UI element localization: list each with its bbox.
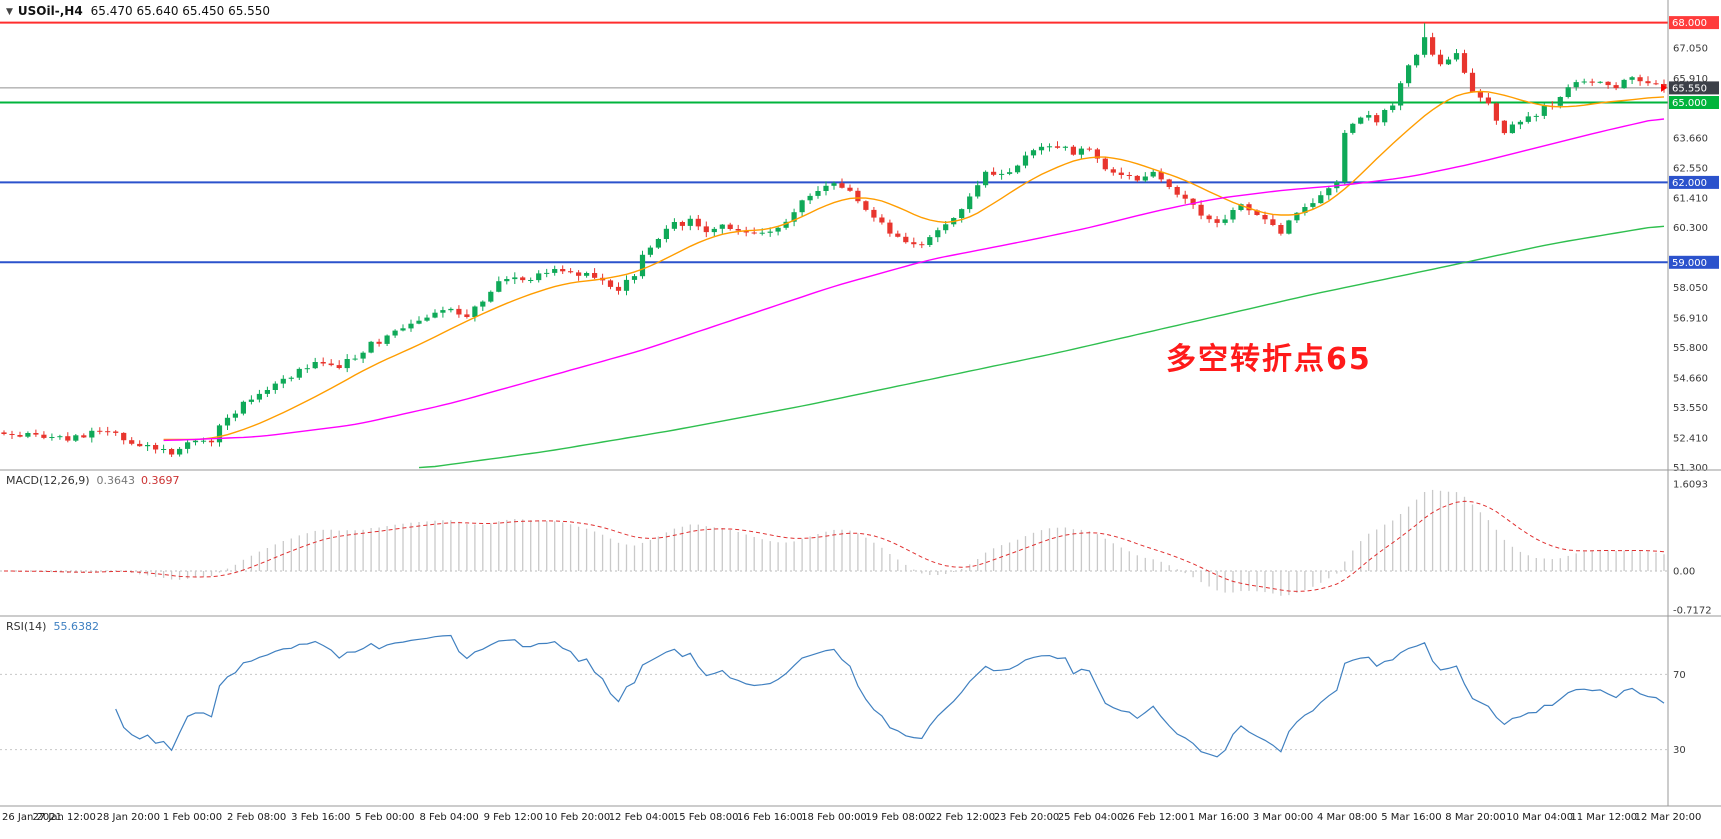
macd-axis: 1.6093 0.00 -0.7172 <box>1673 480 1712 617</box>
price-tick-label: 67.050 <box>1673 43 1708 54</box>
macd-main-value: 0.3643 <box>96 474 136 487</box>
macd-tick-label: 0.00 <box>1673 567 1695 578</box>
rsi-indicator-label: RSI(14) 55.6382 <box>6 620 99 633</box>
chart-shift-icon[interactable]: ▼ <box>6 7 13 17</box>
time-label: 10 Feb 20:00 <box>545 812 611 823</box>
price-badge-text: 62.000 <box>1672 178 1707 189</box>
price-tick-label: 60.300 <box>1673 223 1708 234</box>
time-label: 3 Mar 00:00 <box>1253 812 1313 823</box>
candlestick-series[interactable] <box>1 23 1667 457</box>
time-label: 5 Feb 00:00 <box>355 812 414 823</box>
time-label: 12 Feb 04:00 <box>609 812 675 823</box>
price-tick-label: 65.910 <box>1673 74 1708 85</box>
time-label: 19 Feb 08:00 <box>865 812 931 823</box>
rsi-value: 55.6382 <box>53 620 99 633</box>
chart-annotation[interactable]: 多空转折点65 <box>1166 342 1372 377</box>
time-label: 3 Feb 16:00 <box>291 812 350 823</box>
price-tick-label: 54.660 <box>1673 373 1708 384</box>
price-tick-label: 51.300 <box>1673 463 1708 474</box>
time-label: 9 Feb 12:00 <box>484 812 543 823</box>
price-tick-label: 63.660 <box>1673 134 1708 145</box>
chart-title: ▼ USOil-,H4 65.470 65.640 65.450 65.550 <box>6 4 270 18</box>
time-label: 1 Feb 00:00 <box>163 812 222 823</box>
time-label: 25 Feb 04:00 <box>1058 812 1124 823</box>
rsi-tick-label: 70 <box>1673 670 1686 681</box>
price-axis: 67.050 65.910 63.660 62.550 61.410 60.300 58.0… <box>1669 16 1719 474</box>
macd-tick-label: -0.7172 <box>1673 605 1712 616</box>
time-label: 10 Mar 04:00 <box>1506 812 1573 823</box>
price-badge-65.550 <box>1669 81 1719 95</box>
price-badge-68.000 <box>1669 16 1719 30</box>
ma-slow-line[interactable] <box>418 225 1665 469</box>
rsi-tick-label: 30 <box>1673 745 1686 756</box>
price-tick-label: 61.410 <box>1673 194 1708 205</box>
macd-signal-value: 0.3697 <box>141 474 180 487</box>
macd-histogram <box>11 489 1665 596</box>
time-label: 4 Mar 08:00 <box>1317 812 1377 823</box>
time-label: 5 Mar 16:00 <box>1381 812 1441 823</box>
ma-mid-line[interactable] <box>163 118 1665 442</box>
time-label: 27 Jan 12:00 <box>33 812 96 823</box>
ma-fast-line[interactable] <box>163 90 1665 441</box>
time-label: 15 Feb 08:00 <box>673 812 739 823</box>
time-label: 8 Mar 20:00 <box>1445 812 1505 823</box>
time-label: 8 Feb 04:00 <box>419 812 478 823</box>
moving-averages <box>163 90 1665 469</box>
macd-signal-line <box>4 500 1665 592</box>
price-tick-label: 58.050 <box>1673 283 1708 294</box>
price-tick-label: 53.550 <box>1673 403 1708 414</box>
price-tick-label: 55.800 <box>1673 343 1708 354</box>
time-label: 11 Mar 12:00 <box>1570 812 1637 823</box>
ohlc-values: 65.470 65.640 65.450 65.550 <box>90 4 271 18</box>
price-badge-62.000 <box>1669 175 1719 189</box>
price-badge-65.000 <box>1669 96 1719 109</box>
time-label: 28 Jan 20:00 <box>97 812 160 823</box>
macd-tick-label: 1.6093 <box>1673 480 1708 491</box>
rsi-line <box>115 634 1665 758</box>
price-tick-label: 56.910 <box>1673 313 1708 324</box>
price-badge-text: 65.000 <box>1672 98 1707 109</box>
price-tick-label: 52.410 <box>1673 433 1708 444</box>
time-label: 26 Jan 2021 <box>2 812 62 823</box>
price-badge-text: 65.550 <box>1672 83 1707 94</box>
time-label: 1 Mar 16:00 <box>1189 812 1249 823</box>
time-label: 16 Feb 16:00 <box>737 812 803 823</box>
price-badge-59.000 <box>1669 255 1719 269</box>
macd-name: MACD(12,26,9) <box>6 474 90 487</box>
rsi-name: RSI(14) <box>6 620 47 633</box>
time-label: 26 Feb 12:00 <box>1122 812 1188 823</box>
time-label: 2 Feb 08:00 <box>227 812 286 823</box>
time-label: 23 Feb 20:00 <box>994 812 1060 823</box>
time-label: 12 Mar 20:00 <box>1635 812 1702 823</box>
price-tick-label: 62.550 <box>1673 163 1708 174</box>
horizontal-level-lines[interactable] <box>0 21 1668 264</box>
time-label: 22 Feb 12:00 <box>929 812 995 823</box>
price-badge-text: 59.000 <box>1672 258 1707 269</box>
time-label: 18 Feb 00:00 <box>801 812 867 823</box>
macd-indicator-label: MACD(12,26,9) 0.3643 0.3697 <box>6 474 180 487</box>
price-badge-text: 68.000 <box>1672 18 1707 29</box>
symbol-label: USOil-,H4 <box>17 4 83 18</box>
price-arrow-marker <box>1661 83 1668 92</box>
